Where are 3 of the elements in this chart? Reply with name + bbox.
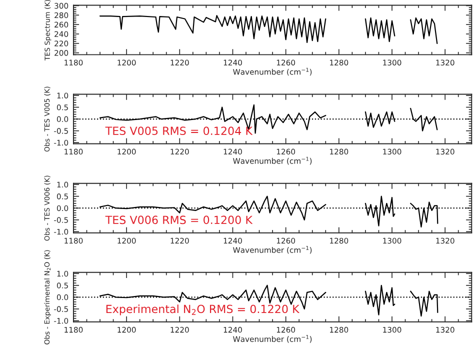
annotation: Experimental N$_{2}$O RMS = 0.1220 K: [106, 304, 300, 316]
annotation: TES V005 RMS = 0.1204 K: [105, 126, 253, 136]
annotation: TES V006 RMS = 0.1200 K: [105, 216, 253, 224]
